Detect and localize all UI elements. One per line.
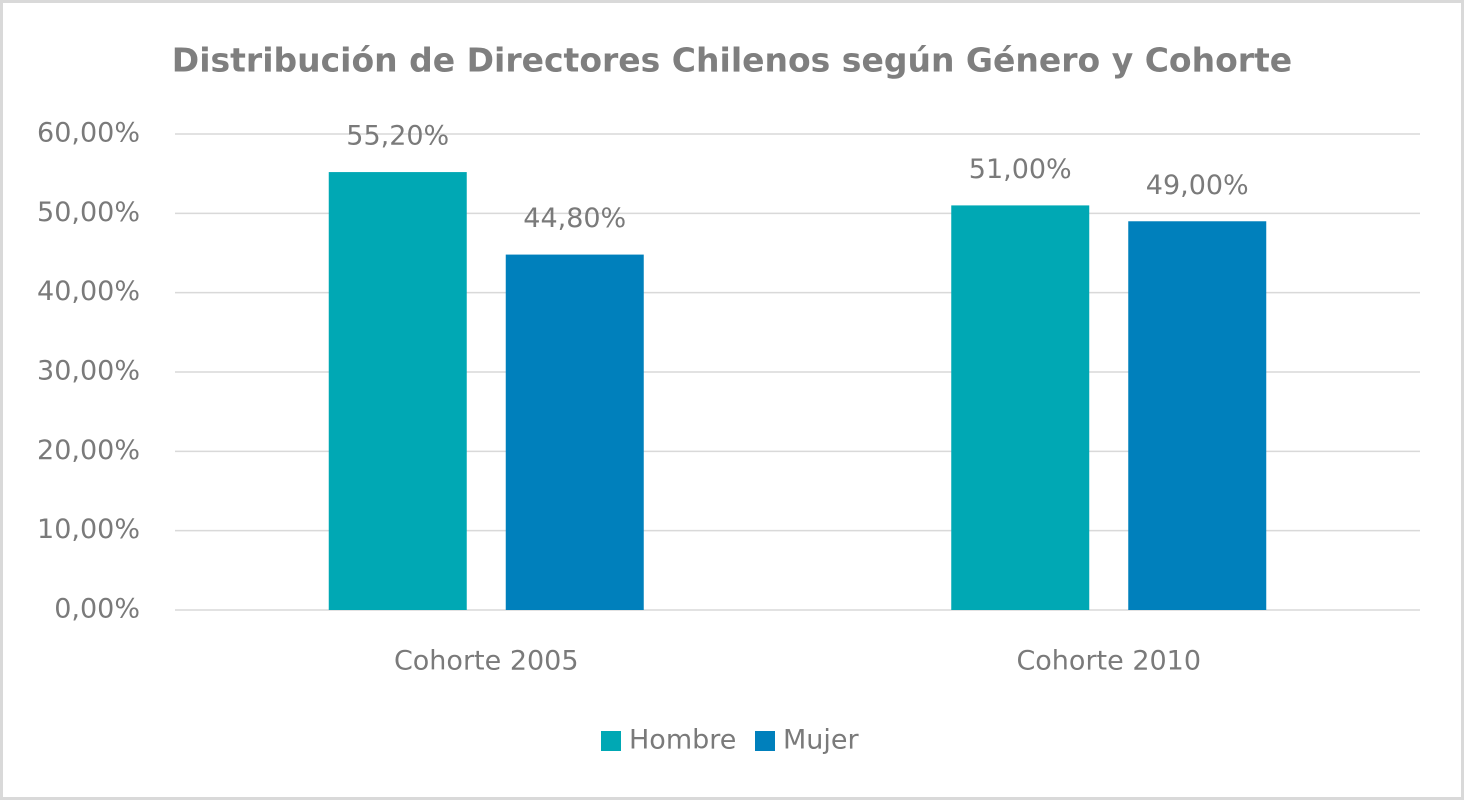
value-label: 55,20% (346, 121, 449, 152)
value-label: 44,80% (523, 203, 626, 234)
value-label: 49,00% (1146, 170, 1249, 201)
y-tick-label: 50,00% (37, 197, 140, 228)
bar (328, 172, 467, 610)
bar (951, 205, 1090, 610)
y-tick-label: 10,00% (37, 514, 140, 545)
legend-label: Hombre (629, 725, 736, 756)
bar (1128, 221, 1267, 610)
y-tick-label: 0,00% (54, 594, 140, 625)
y-tick-label: 40,00% (37, 276, 140, 307)
y-tick-label: 60,00% (37, 118, 140, 149)
legend-label: Mujer (783, 725, 860, 756)
legend-swatch (755, 731, 775, 751)
y-tick-label: 20,00% (37, 435, 140, 466)
value-label: 51,00% (969, 154, 1072, 185)
bar (505, 254, 644, 610)
chart-title: Distribución de Directores Chilenos segú… (172, 41, 1292, 80)
x-tick-label: Cohorte 2010 (1016, 646, 1201, 677)
legend-swatch (601, 731, 621, 751)
x-tick-label: Cohorte 2005 (394, 646, 579, 677)
y-tick-label: 30,00% (37, 356, 140, 387)
